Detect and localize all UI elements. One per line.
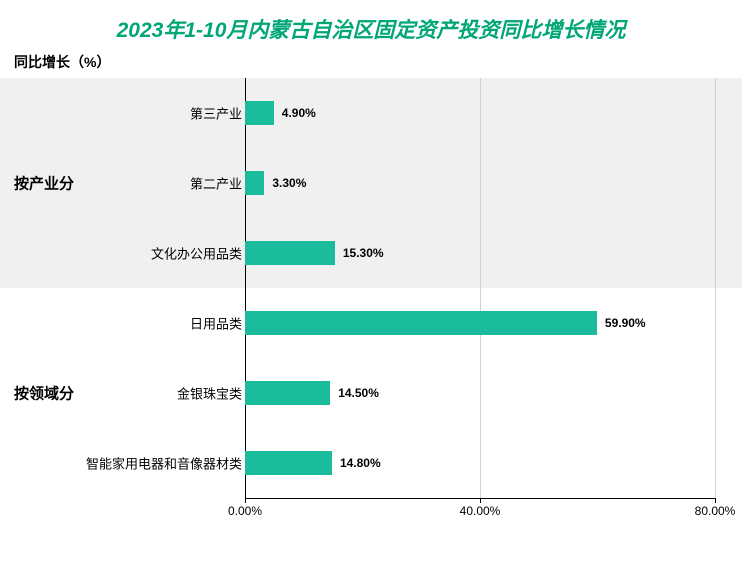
value-label: 59.90% <box>605 316 646 330</box>
y-axis-label: 同比增长（%） <box>0 52 742 78</box>
bar-row: 第三产业 4.90% <box>0 78 742 148</box>
xtick-label: 40.00% <box>460 504 501 518</box>
bar-row: 第二产业 3.30% <box>0 148 742 218</box>
category-label: 金银珠宝类 <box>177 384 242 403</box>
value-label: 14.80% <box>340 456 381 470</box>
xtick-mark <box>245 498 246 503</box>
category-label: 文化办公用品类 <box>151 244 242 263</box>
value-label: 4.90% <box>282 106 316 120</box>
bar-row: 智能家用电器和音像器材类 14.80% <box>0 428 742 498</box>
bar-row: 日用品类 59.90% <box>0 288 742 358</box>
bar-row: 文化办公用品类 15.30% <box>0 218 742 288</box>
bar <box>245 381 330 405</box>
chart-title: 2023年1-10月内蒙古自治区固定资产投资同比增长情况 <box>0 0 742 52</box>
xtick-mark <box>480 498 481 503</box>
value-label: 3.30% <box>272 176 306 190</box>
bar <box>245 171 264 195</box>
value-label: 14.50% <box>338 386 379 400</box>
bar <box>245 311 597 335</box>
category-label: 日用品类 <box>190 314 242 333</box>
category-label: 第二产业 <box>190 174 242 193</box>
xtick-label: 0.00% <box>228 504 262 518</box>
bar <box>245 101 274 125</box>
xtick-mark <box>715 498 716 503</box>
category-label: 智能家用电器和音像器材类 <box>86 454 242 473</box>
value-label: 15.30% <box>343 246 384 260</box>
bar <box>245 241 335 265</box>
bar-row: 金银珠宝类 14.50% <box>0 358 742 428</box>
chart-area: 0.00%40.00%80.00% 按产业分第三产业4.90%第二产业3.30%… <box>0 78 742 548</box>
category-label: 第三产业 <box>190 104 242 123</box>
bar <box>245 451 332 475</box>
xtick-label: 80.00% <box>695 504 736 518</box>
